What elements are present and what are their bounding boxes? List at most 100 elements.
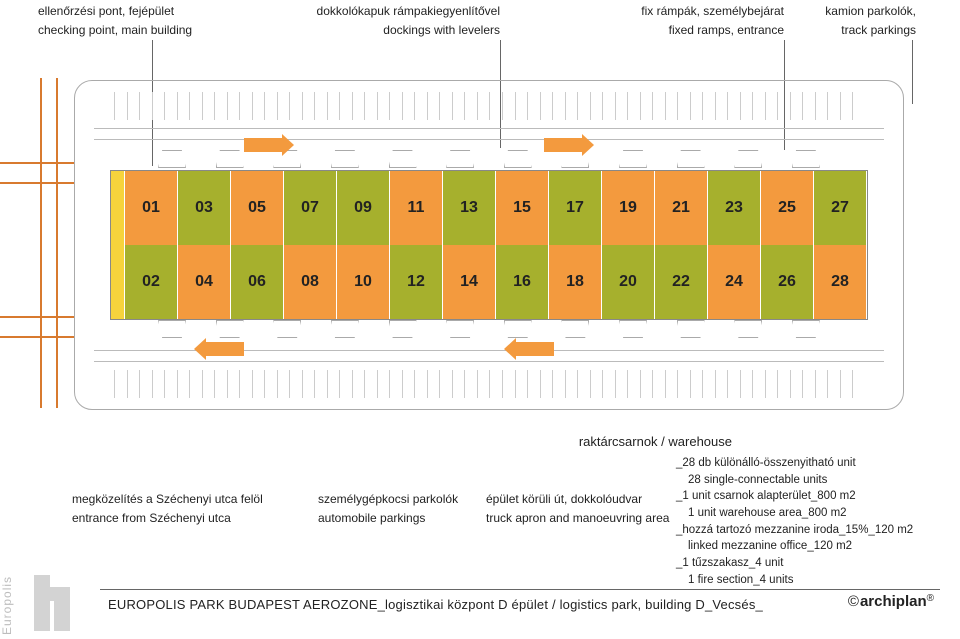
parking-slot <box>439 92 451 120</box>
parking-slot <box>389 370 401 398</box>
main-building-strip <box>111 171 125 245</box>
parking-slot <box>239 370 251 398</box>
parking-band-bottom <box>114 370 864 398</box>
parking-slot <box>127 370 139 398</box>
warehouse-unit: 20 <box>602 245 655 319</box>
parking-slot <box>552 92 564 120</box>
bottom-label-2: személygépkocsi parkolók automobile park… <box>318 490 478 528</box>
warehouse-unit: 22 <box>655 245 708 319</box>
parking-slot <box>202 92 214 120</box>
warehouse-unit: 14 <box>443 245 496 319</box>
warehouse-unit: 24 <box>708 245 761 319</box>
parking-slot <box>164 370 176 398</box>
warehouse-unit: 12 <box>390 245 443 319</box>
dock-icon <box>389 320 417 338</box>
parking-slot <box>690 370 702 398</box>
parking-slot <box>765 92 777 120</box>
parking-slot <box>740 92 752 120</box>
parking-slot <box>452 370 464 398</box>
warehouse-unit: 15 <box>496 171 549 245</box>
dock-icon <box>734 150 762 168</box>
warehouse-building: 0103050709111315171921232527 02040608101… <box>110 170 868 320</box>
parking-slot <box>464 92 476 120</box>
parking-slot <box>840 92 852 120</box>
parking-slot <box>227 370 239 398</box>
parking-band-top <box>114 92 864 120</box>
parking-slot <box>515 370 527 398</box>
parking-slot <box>302 370 314 398</box>
warehouse-label: raktárcsarnok / warehouse <box>579 434 732 449</box>
dock-icon <box>619 150 647 168</box>
parking-slot <box>852 370 864 398</box>
parking-slot <box>202 370 214 398</box>
warehouse-unit: 08 <box>284 245 337 319</box>
dock-row-bottom <box>110 320 868 340</box>
parking-slot <box>727 92 739 120</box>
parking-slot <box>177 92 189 120</box>
label-hu: személygépkocsi parkolók <box>318 492 458 506</box>
parking-slot <box>852 92 864 120</box>
parking-slot <box>277 370 289 398</box>
label-hu: ellenőrzési pont, fejépület <box>38 2 268 21</box>
spec-line: linked mezzanine office_120 m2 <box>676 538 936 555</box>
label-en: entrance from Széchenyi utca <box>72 511 231 525</box>
parking-slot <box>302 92 314 120</box>
parking-slot <box>289 92 301 120</box>
parking-slot <box>602 92 614 120</box>
warehouse-unit: 26 <box>761 245 814 319</box>
parking-slot <box>652 370 664 398</box>
footer-title: EUROPOLIS PARK BUDAPEST AEROZONE_logiszt… <box>108 597 763 612</box>
parking-slot <box>477 92 489 120</box>
label-en: truck apron and manoeuvring area <box>486 511 669 525</box>
parking-slot <box>565 92 577 120</box>
footer-rule <box>100 589 940 590</box>
spec-line: 1 unit warehouse area_800 m2 <box>676 505 936 522</box>
label-hu: kamion parkolók, <box>816 2 916 21</box>
parking-slot <box>477 370 489 398</box>
dock-icon <box>158 320 186 338</box>
label-hu: dokkolókapuk rámpakiegyenlítővel <box>300 2 500 21</box>
parking-slot <box>690 92 702 120</box>
parking-slot <box>540 370 552 398</box>
warehouse-unit: 17 <box>549 171 602 245</box>
spec-line: 28 single-connectable units <box>676 472 936 489</box>
parking-slot <box>502 92 514 120</box>
truck-arrow-icon <box>514 342 554 356</box>
parking-slot <box>777 92 789 120</box>
spec-line: _28 db különálló-összenyitható unit <box>676 455 936 472</box>
warehouse-unit: 28 <box>814 245 867 319</box>
parking-slot <box>339 370 351 398</box>
warehouse-unit: 11 <box>390 171 443 245</box>
parking-slot <box>289 370 301 398</box>
parking-slot <box>352 92 364 120</box>
parking-slot <box>827 370 839 398</box>
warehouse-unit: 06 <box>231 245 284 319</box>
parking-slot <box>314 92 326 120</box>
parking-slot <box>252 370 264 398</box>
parking-slot <box>577 370 589 398</box>
label-hu: épület körüli út, dokkolóudvar <box>486 492 642 506</box>
parking-slot <box>327 92 339 120</box>
warehouse-unit: 07 <box>284 171 337 245</box>
parking-slot <box>702 370 714 398</box>
dock-icon <box>273 320 301 338</box>
parking-slot <box>540 92 552 120</box>
dock-icon <box>446 320 474 338</box>
parking-slot <box>377 370 389 398</box>
parking-slot <box>152 92 164 120</box>
parking-slot <box>114 370 126 398</box>
parking-slot <box>402 370 414 398</box>
spec-line: _1 tűzszakasz_4 unit <box>676 555 936 572</box>
label-en: fixed ramps, entrance <box>584 21 784 40</box>
bottom-label-1: megközelítés a Széchenyi utca felöl entr… <box>72 490 292 528</box>
parking-slot <box>214 92 226 120</box>
parking-slot <box>777 370 789 398</box>
parking-slot <box>715 92 727 120</box>
parking-slot <box>615 370 627 398</box>
road-band <box>94 128 884 140</box>
warehouse-unit: 10 <box>337 245 390 319</box>
parking-slot <box>352 370 364 398</box>
parking-slot <box>139 92 151 120</box>
spec-line: _hozzá tartozó mezzanine iroda_15%_120 m… <box>676 522 936 539</box>
parking-slot <box>602 370 614 398</box>
